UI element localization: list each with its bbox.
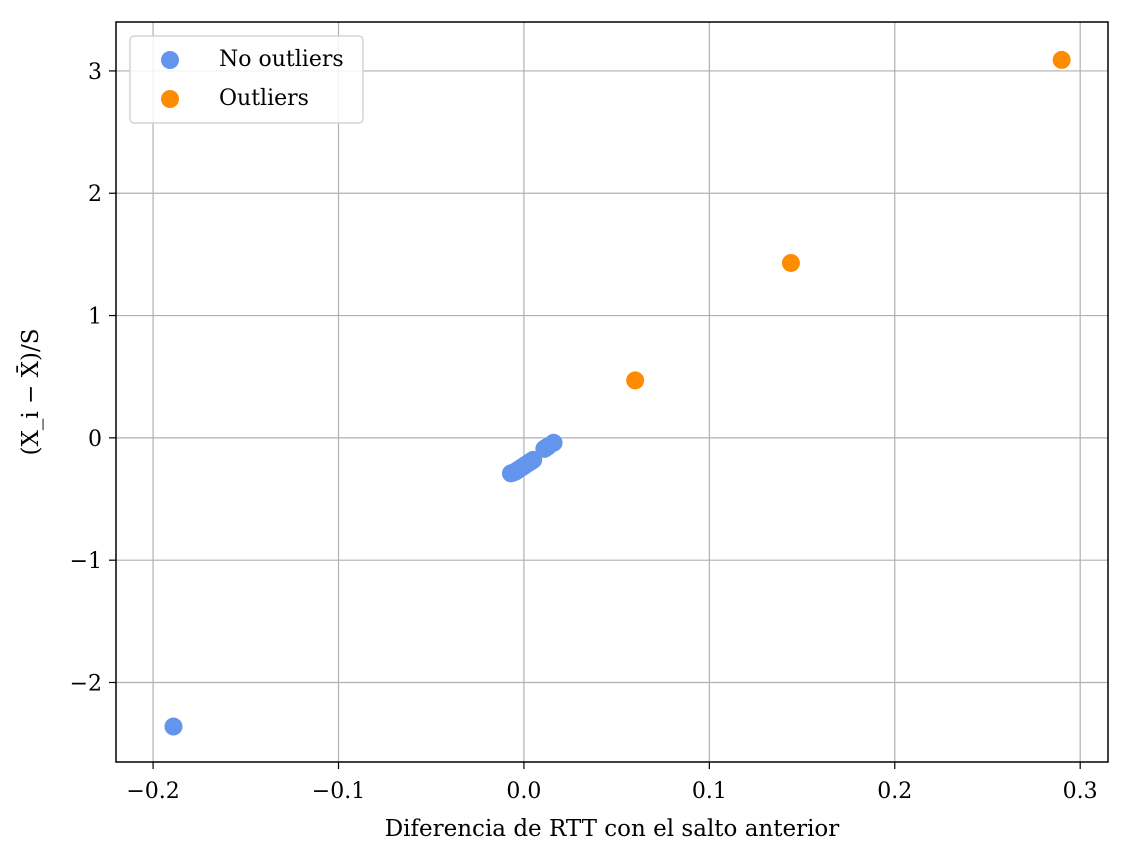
- y-tick-label: −1: [70, 549, 102, 574]
- data-point-no-outliers: [544, 433, 563, 452]
- y-axis-ticks: −2 −1 0 1 2 3: [70, 60, 116, 696]
- data-point-outliers: [626, 371, 645, 390]
- x-tick-label: −0.2: [126, 779, 179, 804]
- y-tick-label: 3: [88, 60, 102, 85]
- legend-label-no-outliers: No outliers: [219, 47, 344, 72]
- data-point-no-outliers: [164, 717, 183, 736]
- y-tick-label: 0: [88, 427, 102, 452]
- y-tick-label: 1: [88, 305, 102, 330]
- y-tick-label: 2: [88, 182, 102, 207]
- x-tick-label: −0.1: [312, 779, 365, 804]
- data-point-outliers: [781, 253, 800, 272]
- x-axis-label: Diferencia de RTT con el salto anterior: [385, 816, 840, 842]
- x-tick-label: 0.0: [506, 779, 541, 804]
- plot-frame: [115, 21, 1109, 763]
- grid: [116, 22, 1108, 762]
- y-axis-label: (X_i − X̄)/S: [17, 329, 44, 456]
- legend-box: [129, 35, 364, 124]
- data-point-no-outliers: [524, 450, 543, 469]
- x-tick-label: 0.2: [877, 779, 912, 804]
- y-tick-label: −2: [70, 671, 102, 696]
- legend-marker-outliers: [161, 90, 179, 108]
- x-tick-label: 0.1: [692, 779, 727, 804]
- legend-marker-no-outliers: [161, 51, 179, 69]
- data-points: [164, 50, 1071, 736]
- data-point-outliers: [1052, 50, 1071, 69]
- x-tick-label: 0.3: [1063, 779, 1098, 804]
- x-axis-ticks: −0.2 −0.1 0.0 0.1 0.2 0.3: [126, 762, 1098, 804]
- legend-label-outliers: Outliers: [219, 86, 309, 111]
- legend: No outliers Outliers: [129, 35, 364, 124]
